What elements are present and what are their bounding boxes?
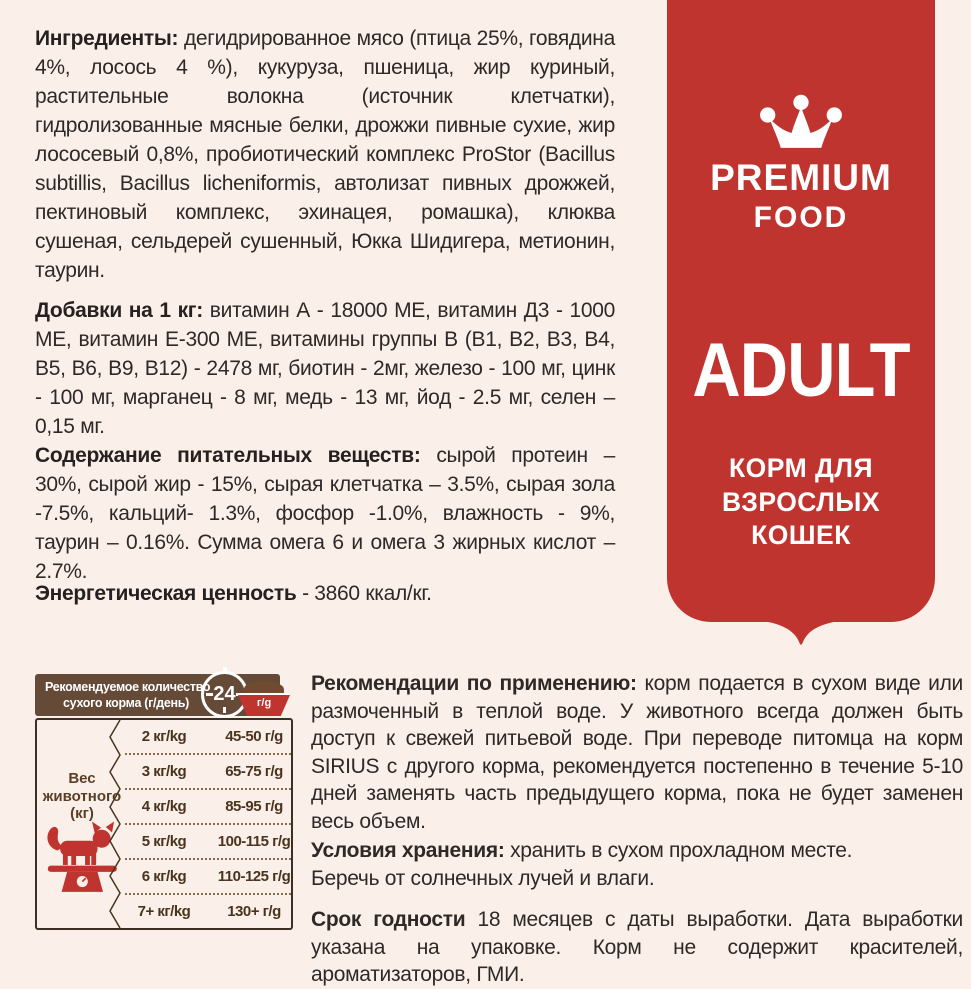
storage-text2: Беречь от солнечных лучей и влаги. xyxy=(311,866,655,890)
table-row: 7+ кг/kg 130+ г/g xyxy=(125,895,291,928)
table-row: 6 кг/kg 110-125 г/g xyxy=(125,860,291,895)
recommendations-paragraph: Рекомендации по применению: корм подаетс… xyxy=(311,670,963,835)
ingredients-paragraph: Ингредиенты: дегидрированное мясо (птица… xyxy=(35,24,615,285)
weight-header-line: животного xyxy=(42,787,122,805)
amount-cell: 130+ г/g xyxy=(227,903,281,920)
subtitle-line: КОШЕК xyxy=(751,520,851,550)
table-row: 4 кг/kg 85-95 г/g xyxy=(125,790,291,825)
clock-label: 24 xyxy=(213,683,236,705)
table-row: 3 кг/kg 65-75 г/g xyxy=(125,755,291,790)
clock-tick xyxy=(223,707,226,713)
feeding-table: Вес животного (кг) 2 кг/kg 45-50 г/g xyxy=(35,718,293,930)
additives-label: Добавки на 1 кг: xyxy=(35,299,203,322)
weight-header-line: (кг) xyxy=(70,805,94,822)
brand-name-line1: PREMIUM xyxy=(710,157,892,198)
weight-cell: 7+ кг/kg xyxy=(137,903,191,920)
weight-cell: 2 кг/kg xyxy=(141,728,187,745)
amount-cell: 100-115 г/g xyxy=(217,833,291,850)
energy-label: Энергетическая ценность xyxy=(35,582,297,605)
weight-cell: 4 кг/kg xyxy=(141,798,187,815)
ingredients-label: Ингредиенты: xyxy=(35,27,179,50)
crown-icon xyxy=(760,94,842,148)
weight-header-line: Вес xyxy=(68,770,96,787)
badge-tail-shape xyxy=(756,620,846,645)
subtitle-line: ВЗРОСЛЫХ xyxy=(721,486,881,517)
feeding-rows: 2 кг/kg 45-50 г/g 3 кг/kg 65-75 г/g 4 кг… xyxy=(125,720,291,928)
cat-on-scale-icon xyxy=(47,821,117,892)
amount-cell: 45-50 г/g xyxy=(225,728,283,745)
weight-cell: 6 кг/kg xyxy=(141,868,187,885)
shelf-life-paragraph: Срок годности 18 месяцев с даты выработк… xyxy=(311,906,963,989)
nutrients-text: сырой протеин – 30%, сырой жир - 15%, сы… xyxy=(35,444,615,583)
table-row: 5 кг/kg 100-115 г/g xyxy=(125,825,291,860)
food-bowl-icon: г/g xyxy=(236,680,292,718)
shelf-life-label: Срок годности xyxy=(311,908,466,931)
recommendations-label: Рекомендации по применению: xyxy=(311,672,637,695)
bowl-shape xyxy=(237,693,291,716)
product-line: ADULT xyxy=(692,328,910,413)
additives-text: витамин А - 18000 МЕ, витамин Д3 - 1000 … xyxy=(35,299,615,438)
weight-column-header: Вес животного (кг) xyxy=(37,770,127,823)
ingredients-text: дегидрированное мясо (птица 25%, говядин… xyxy=(35,27,615,282)
amount-cell: 65-75 г/g xyxy=(225,763,283,780)
feeding-table-header: Рекомендуемое количество сухого корма (г… xyxy=(35,667,291,718)
nutrients-label: Содержание питательных веществ: xyxy=(35,444,421,467)
product-subtitle: КОРМ ДЛЯ ВЗРОСЛЫХ КОШЕК xyxy=(667,452,935,553)
weight-cell: 3 кг/kg xyxy=(141,763,187,780)
feeding-title-line2: сухого корма (г/день) xyxy=(62,696,189,710)
storage-paragraph: Условия хранения: хранить в сухом прохла… xyxy=(311,837,963,892)
clock-tick xyxy=(223,667,227,672)
nutrients-paragraph: Содержание питательных веществ: сырой пр… xyxy=(35,441,615,586)
feeding-title-line1: Рекомендуемое количество xyxy=(45,680,211,694)
clock-tick xyxy=(206,693,213,696)
feeding-table-title: Рекомендуемое количество сухого корма (г… xyxy=(45,679,211,711)
additives-paragraph: Добавки на 1 кг: витамин А - 18000 МЕ, в… xyxy=(35,296,615,441)
table-row: 2 кг/kg 45-50 г/g xyxy=(125,720,291,755)
shelf-life-text: 18 месяцев с даты выработки. Дата вырабо… xyxy=(311,908,963,986)
weight-cell: 5 кг/kg xyxy=(141,833,187,850)
amount-cell: 85-95 г/g xyxy=(225,798,283,815)
brand-name-line2: FOOD xyxy=(753,201,849,234)
energy-text: - 3860 ккал/кг. xyxy=(302,582,432,605)
energy-paragraph: Энергетическая ценность - 3860 ккал/кг. xyxy=(35,579,615,608)
premium-badge: PREMIUM FOOD ADULT КОРМ ДЛЯ ВЗРОСЛЫХ КОШ… xyxy=(667,0,935,622)
storage-text: хранить в сухом прохладном месте. xyxy=(510,839,853,862)
storage-label: Условия хранения: xyxy=(311,839,505,862)
recommendations-text: корм подается в сухом виде или размоченн… xyxy=(311,672,963,833)
zigzag-divider xyxy=(109,720,121,928)
amount-cell: 110-125 г/g xyxy=(217,868,291,885)
subtitle-line: КОРМ ДЛЯ xyxy=(728,453,874,483)
bowl-label: г/g xyxy=(256,697,272,709)
